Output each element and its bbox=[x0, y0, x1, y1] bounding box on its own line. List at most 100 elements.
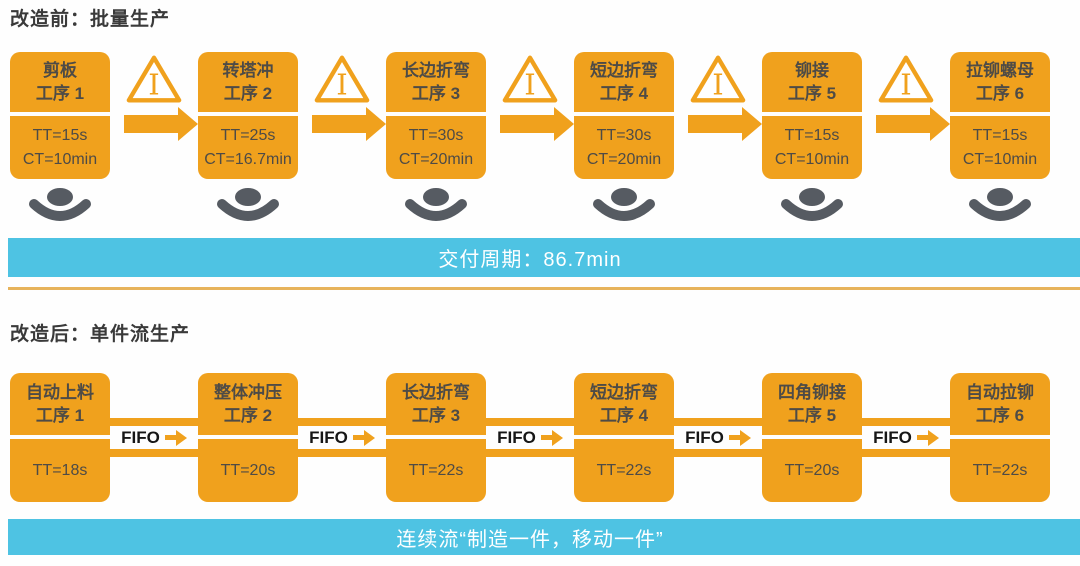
inventory-warning-icon: I bbox=[690, 55, 746, 103]
process-name-line1: 铆接 bbox=[795, 61, 829, 80]
push-connector: I bbox=[862, 52, 950, 141]
process-metrics: TT=15s CT=10min bbox=[950, 116, 1050, 179]
section-before-title: 改造前：批量生产 bbox=[10, 9, 171, 30]
process-step-label: 工序 2 bbox=[223, 406, 273, 425]
process-metrics: TT=20s bbox=[762, 439, 862, 502]
operator-icon bbox=[217, 188, 279, 221]
process-name-line1: 拉铆螺母 bbox=[966, 61, 1034, 80]
process-station: 整体冲压 工序 2 TT=20s bbox=[198, 373, 298, 502]
cycle-time-value: CT=20min bbox=[586, 150, 662, 168]
box-divider bbox=[386, 112, 486, 116]
fifo-lane-top bbox=[486, 418, 574, 426]
process-station: 短边折弯 工序 4 TT=22s bbox=[574, 373, 674, 502]
process-name-line1: 短边折弯 bbox=[590, 61, 658, 80]
process-box: 四角铆接 工序 5 TT=20s bbox=[762, 373, 862, 502]
process-step-label: 工序 3 bbox=[411, 406, 461, 425]
delivery-cycle-text: 交付周期：86.7min bbox=[438, 249, 622, 271]
takt-time-value: TT=15s bbox=[972, 126, 1028, 144]
inventory-warning-icon: I bbox=[878, 55, 934, 103]
operator-icon bbox=[29, 188, 91, 221]
process-station: 拉铆螺母 工序 6 TT=15s CT=10min bbox=[950, 52, 1050, 224]
process-station: 转塔冲 工序 2 TT=25s CT=16.7min bbox=[198, 52, 298, 224]
inventory-warning-icon: I bbox=[314, 55, 370, 103]
process-box: 长边折弯 工序 3 TT=22s bbox=[386, 373, 486, 502]
process-step-label: 工序 1 bbox=[35, 84, 85, 103]
fifo-lane-top bbox=[298, 418, 386, 426]
fifo-label: FIFO bbox=[121, 427, 160, 447]
process-name: 长边折弯 工序 3 bbox=[386, 52, 486, 112]
process-station: 自动上料 工序 1 TT=18s bbox=[10, 373, 110, 502]
process-metrics: TT=30s CT=20min bbox=[386, 116, 486, 179]
flow-row-before: 剪板 工序 1 TT=15s CT=10min I 转塔冲 工序 2 bbox=[0, 52, 1080, 224]
operator-icon bbox=[969, 188, 1031, 221]
process-name: 长边折弯 工序 3 bbox=[386, 373, 486, 435]
process-step-label: 工序 3 bbox=[411, 84, 461, 103]
inventory-warning-icon: I bbox=[502, 55, 558, 103]
flow-arrow-icon bbox=[352, 429, 375, 446]
cycle-time-value: CT=20min bbox=[398, 150, 474, 168]
fifo-connector: FIFO bbox=[486, 373, 574, 502]
fifo-label: FIFO bbox=[873, 427, 912, 447]
takt-time-value: TT=20s bbox=[220, 461, 276, 479]
fifo-lane-top bbox=[674, 418, 762, 426]
push-arrow-icon bbox=[110, 107, 198, 141]
process-name: 短边折弯 工序 4 bbox=[574, 373, 674, 435]
fifo-lane-bottom bbox=[862, 449, 950, 457]
box-divider bbox=[386, 435, 486, 439]
push-arrow-icon bbox=[862, 107, 950, 141]
process-name: 铆接 工序 5 bbox=[762, 52, 862, 112]
process-box: 长边折弯 工序 3 TT=30s CT=20min bbox=[386, 52, 486, 179]
process-metrics: TT=22s bbox=[574, 439, 674, 502]
fifo-lane: FIFO bbox=[110, 426, 198, 449]
fifo-lane-top bbox=[110, 418, 198, 426]
process-step-label: 工序 6 bbox=[975, 84, 1025, 103]
flow-row-after: 自动上料 工序 1 TT=18s FIFO 整体冲压 工序 2 TT=20s bbox=[0, 373, 1080, 502]
process-box: 自动拉铆 工序 6 TT=22s bbox=[950, 373, 1050, 502]
process-name-line1: 短边折弯 bbox=[590, 383, 658, 402]
process-step-label: 工序 4 bbox=[599, 84, 649, 103]
cycle-time-value: CT=16.7min bbox=[204, 150, 292, 168]
cycle-time-value: CT=10min bbox=[774, 150, 850, 168]
push-arrow-icon bbox=[674, 107, 762, 141]
push-connector: I bbox=[298, 52, 386, 141]
flow-arrow-icon bbox=[728, 429, 751, 446]
operator-icon bbox=[781, 188, 843, 221]
svg-text:I: I bbox=[524, 67, 535, 101]
continuous-flow-text: 连续流“制造一件，移动一件” bbox=[396, 528, 664, 551]
process-name-line1: 四角铆接 bbox=[778, 383, 846, 402]
push-arrow-icon bbox=[486, 107, 574, 141]
takt-time-value: TT=30s bbox=[596, 126, 652, 144]
box-divider bbox=[762, 435, 862, 439]
process-metrics: TT=15s CT=10min bbox=[762, 116, 862, 179]
takt-time-value: TT=22s bbox=[408, 461, 464, 479]
process-name: 剪板 工序 1 bbox=[10, 52, 110, 112]
process-step-label: 工序 6 bbox=[975, 406, 1025, 425]
fifo-lane: FIFO bbox=[674, 426, 762, 449]
process-step-label: 工序 1 bbox=[35, 406, 85, 425]
process-step-label: 工序 5 bbox=[787, 84, 837, 103]
process-metrics: TT=20s bbox=[198, 439, 298, 502]
fifo-lane-bottom bbox=[298, 449, 386, 457]
cycle-time-value: CT=10min bbox=[962, 150, 1038, 168]
takt-time-value: TT=18s bbox=[32, 461, 88, 479]
fifo-connector: FIFO bbox=[298, 373, 386, 502]
takt-time-value: TT=15s bbox=[784, 126, 840, 144]
process-name-line1: 整体冲压 bbox=[214, 383, 282, 402]
process-station: 长边折弯 工序 3 TT=30s CT=20min bbox=[386, 52, 486, 224]
box-divider bbox=[574, 435, 674, 439]
process-station: 四角铆接 工序 5 TT=20s bbox=[762, 373, 862, 502]
process-metrics: TT=22s bbox=[386, 439, 486, 502]
process-station: 短边折弯 工序 4 TT=30s CT=20min bbox=[574, 52, 674, 224]
svg-text:I: I bbox=[148, 67, 159, 101]
process-station: 剪板 工序 1 TT=15s CT=10min bbox=[10, 52, 110, 224]
svg-text:I: I bbox=[336, 67, 347, 101]
process-step-label: 工序 2 bbox=[223, 84, 273, 103]
delivery-cycle-banner: 交付周期：86.7min bbox=[8, 238, 1080, 277]
fifo-connector: FIFO bbox=[674, 373, 762, 502]
process-box: 整体冲压 工序 2 TT=20s bbox=[198, 373, 298, 502]
takt-time-value: TT=20s bbox=[784, 461, 840, 479]
process-name: 短边折弯 工序 4 bbox=[574, 52, 674, 112]
box-divider bbox=[198, 435, 298, 439]
section-after-title: 改造后：单件流生产 bbox=[10, 324, 191, 345]
process-name-line1: 剪板 bbox=[43, 61, 77, 80]
